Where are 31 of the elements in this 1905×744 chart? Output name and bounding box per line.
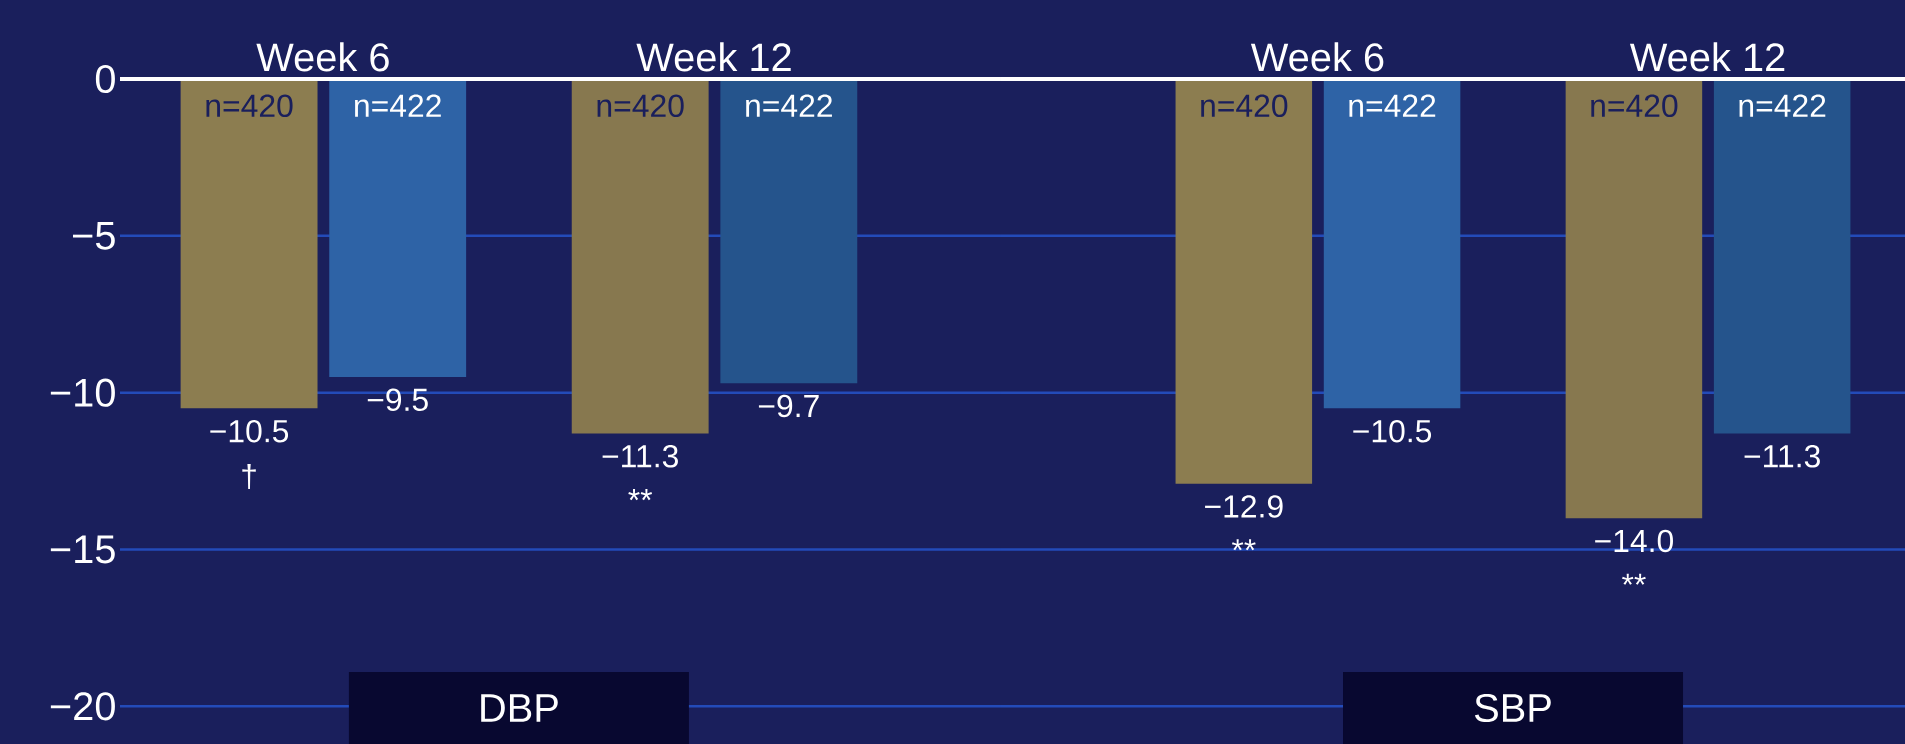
data-label: −10.5 xyxy=(1353,419,1432,443)
data-label: −11.3 xyxy=(602,444,678,468)
data-label: −11.3 xyxy=(1744,444,1820,468)
y-tick-label: 0 xyxy=(95,64,115,94)
y-tick-label: −15 xyxy=(50,535,115,564)
x-tick-label: Week 12 xyxy=(636,42,791,72)
annotation: n=422 xyxy=(1739,94,1826,117)
annotation: ** xyxy=(1622,573,1646,585)
y-tick-label: −5 xyxy=(73,221,115,250)
y-tick-label: −10 xyxy=(50,378,115,407)
x-tick-label: Week 6 xyxy=(256,42,389,72)
annotation: n=422 xyxy=(1349,94,1436,117)
annotation: n=420 xyxy=(597,94,684,118)
annotation: n=420 xyxy=(1591,94,1678,118)
data-label: −14.0 xyxy=(1595,529,1673,553)
annotation: n=422 xyxy=(355,94,441,117)
data-label: −10.5 xyxy=(210,419,289,443)
x-tick-label: Week 12 xyxy=(1629,42,1785,72)
x-axis-title: DBP xyxy=(481,694,558,722)
annotation: n=422 xyxy=(746,94,832,117)
data-label: −9.5 xyxy=(367,388,428,412)
y-tick-label: −20 xyxy=(50,692,115,721)
annotation: n=420 xyxy=(206,94,293,118)
annotation: † xyxy=(242,463,256,490)
annotation: ** xyxy=(1231,539,1256,551)
data-label: −12.9 xyxy=(1205,495,1283,518)
x-axis-title: SBP xyxy=(1474,693,1551,723)
x-tick-label: Week 6 xyxy=(1250,42,1384,72)
annotation: n=420 xyxy=(1201,94,1288,118)
data-label: −9.7 xyxy=(758,394,819,418)
annotation: ** xyxy=(628,488,653,501)
